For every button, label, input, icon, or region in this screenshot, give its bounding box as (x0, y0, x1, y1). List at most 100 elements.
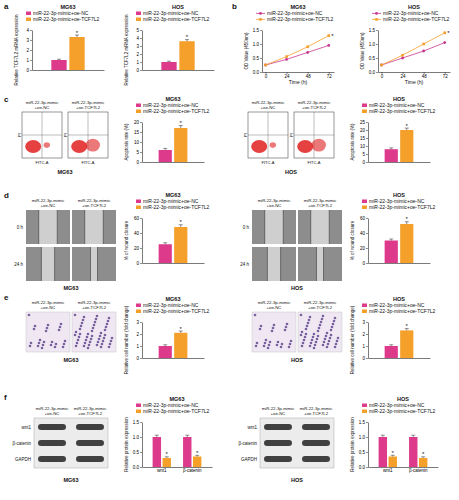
panel-letter: a (4, 2, 9, 11)
legend: miR-22-3p-mimic+oe-NCmiR-22-3p-mimic+oe-… (362, 402, 435, 414)
column-header: +oe-TCF7L2 (308, 203, 333, 208)
tick: 0 (136, 356, 142, 361)
x-axis: wnt1β-catenin (369, 468, 439, 474)
axis-line (143, 358, 205, 359)
error-bar (163, 345, 167, 346)
wound-panel: miR-22-3p-mimic+oe-NCmiR-22-3p-mimic+oe-… (240, 198, 342, 291)
cell (264, 342, 267, 345)
point (380, 64, 383, 67)
cell (99, 335, 102, 338)
cell (301, 345, 304, 348)
x-axis (369, 358, 431, 359)
y-axis-title: Apoptosis rate (%) (350, 123, 355, 161)
cell (108, 346, 111, 349)
tick: 1 (136, 344, 142, 349)
tick: 1.5 (133, 420, 142, 425)
cell (255, 345, 258, 348)
cell (102, 340, 105, 343)
tick: 20 (360, 128, 368, 133)
tick-label: 0.5 (133, 450, 140, 455)
tick-label: 0.0 (369, 70, 376, 75)
error-bar (423, 43, 424, 45)
bar (174, 128, 187, 162)
blot-band (302, 456, 330, 462)
cell (304, 336, 307, 339)
cell (313, 347, 316, 350)
tick-label: 60 (360, 216, 366, 221)
cell (87, 333, 90, 336)
y-axis: 0123 (136, 320, 142, 361)
y-axis: 0123 (362, 320, 368, 361)
quadrant-line (248, 135, 288, 136)
cell (271, 330, 274, 333)
bar (400, 330, 413, 358)
wound-edge (54, 247, 55, 281)
tick-label: 40 (360, 231, 366, 236)
tick-label: 1.5 (369, 28, 376, 33)
wound-edge (323, 247, 324, 281)
plot-marks (379, 435, 428, 467)
tick-label: 1 (136, 344, 139, 349)
bar (385, 241, 398, 264)
legend-swatch (26, 18, 31, 22)
error-bar (389, 148, 393, 149)
panel-letter: c (4, 95, 9, 104)
tick-mark (30, 50, 32, 51)
tick: 5 (136, 28, 142, 33)
cell (106, 323, 109, 326)
cell (314, 344, 317, 347)
column-header: +oe-NC (41, 305, 56, 310)
cell (259, 328, 262, 331)
point (285, 58, 288, 61)
cell-cloud (251, 140, 267, 153)
wound-image (72, 247, 116, 281)
tick-mark (366, 467, 368, 468)
legend: miR-22-3p-mimic+oe-NCmiR-22-3p-mimic+oe-… (26, 10, 99, 22)
cell (305, 328, 308, 331)
wound-gap (41, 247, 54, 281)
legend-swatch (136, 310, 141, 314)
cell (105, 326, 108, 329)
x-axis (143, 162, 205, 163)
legend: miR-22-3p-mimic+oe-NCmiR-22-3p-mimic+oe-… (256, 10, 333, 22)
cell (104, 329, 107, 332)
y-axis: 05101520 (134, 120, 143, 165)
column-header: +oe-NC (267, 305, 282, 310)
bar (400, 130, 413, 162)
plot-marks (159, 126, 188, 162)
error-bar (402, 54, 403, 56)
quadrant-line (22, 135, 62, 136)
tick: 0 (26, 68, 32, 73)
tick-mark (140, 38, 142, 39)
tick: 15 (134, 130, 142, 135)
legend: miR-22-3p-mimic+oe-NCmiR-22-3p-mimic+oe-… (136, 402, 209, 414)
tick-label: 1.5 (133, 420, 140, 425)
blot-band (302, 440, 330, 446)
cell (80, 325, 83, 328)
tick: 1.0 (359, 435, 368, 440)
cell (269, 341, 272, 344)
error-bar (155, 435, 159, 437)
legend-swatch (362, 410, 367, 414)
cell (324, 338, 327, 341)
point (422, 43, 425, 46)
legend-swatch (362, 310, 367, 314)
bar (161, 62, 176, 70)
wound-edge (329, 210, 330, 244)
wound-edge (97, 247, 98, 281)
cell (95, 318, 98, 321)
error-stem (156, 435, 157, 437)
figure: abcdef01234*MG63Relative TCF7L2 mRNA exp… (0, 0, 459, 500)
x-axis (143, 263, 205, 264)
axis-line (379, 72, 451, 73)
cell-line-label: HOS (291, 477, 303, 483)
cell (277, 341, 280, 344)
cell (54, 346, 57, 349)
cell (91, 330, 94, 333)
legend-item: miR-22-3p-mimic+oe-TCF7L2 (136, 204, 209, 210)
tick: 5 (136, 150, 142, 155)
column-header: +oe-TCF7L2 (78, 411, 103, 416)
y-axis-title: Apoptosis rate (%) (124, 123, 129, 161)
tick: wnt1 (157, 468, 167, 473)
y-axis-title: Relative cell number (fold change) (124, 305, 129, 374)
